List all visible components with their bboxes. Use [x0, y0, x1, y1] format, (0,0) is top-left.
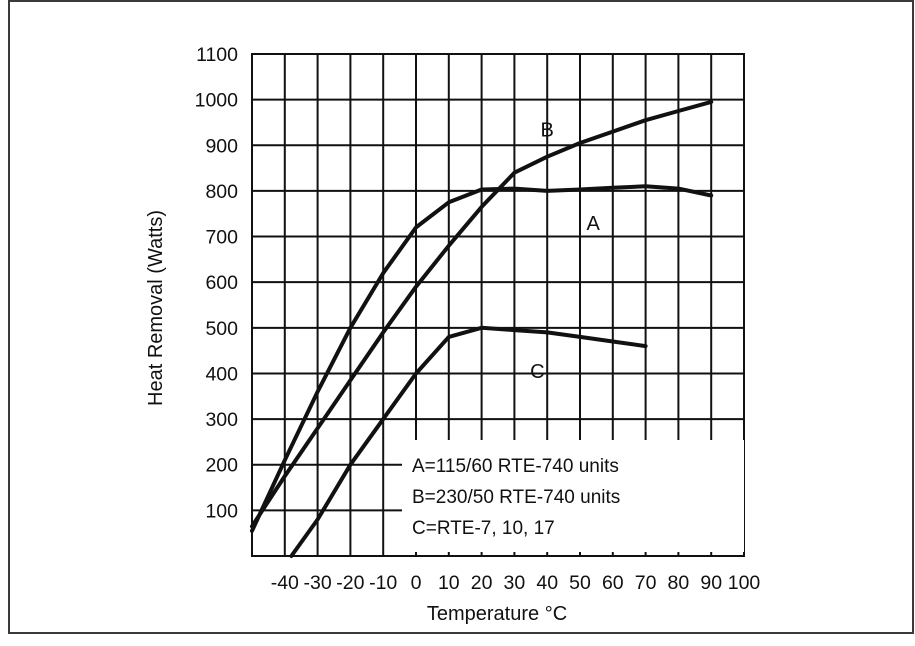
legend-entry-c: C=RTE-7, 10, 17: [412, 518, 555, 539]
x-tick-label-10: 60: [602, 572, 624, 594]
plot-area-border: [251, 53, 745, 557]
series-line-c: [289, 325, 648, 558]
x-tick-label-3: -10: [369, 572, 397, 594]
x-tick-label-2: -20: [336, 572, 364, 594]
x-tick-label-7: 30: [504, 572, 526, 594]
y-tick-label-1: 200: [205, 455, 238, 477]
y-tick-label-5: 600: [205, 272, 238, 294]
x-tick-label-9: 50: [569, 572, 591, 594]
series-line-a: [250, 184, 714, 533]
series-label-a: A: [586, 213, 600, 235]
series-line-b: [250, 99, 714, 529]
x-tick-label-14: 100: [728, 572, 761, 594]
series-lines: [250, 99, 714, 558]
series-label-b: B: [541, 119, 554, 141]
y-tick-label-8: 900: [205, 135, 238, 157]
y-tick-labels: 100 200 300 400 500 600 700 800 900 1000 1100: [195, 44, 239, 522]
x-tick-label-1: -30: [304, 572, 332, 594]
legend-box: [402, 440, 744, 552]
y-tick-label-2: 300: [205, 409, 238, 431]
y-tick-label-7: 800: [205, 181, 238, 203]
y-tick-label-3: 400: [205, 363, 238, 385]
x-tick-label-12: 80: [668, 572, 690, 594]
y-tick-label-9: 1000: [195, 90, 239, 112]
y-tick-label-0: 100: [205, 500, 238, 522]
x-tick-label-8: 40: [536, 572, 558, 594]
x-tick-label-5: 10: [438, 572, 460, 594]
legend-entry-b: B=230/50 RTE-740 units: [412, 487, 620, 508]
y-tick-label-10: 1100: [196, 44, 238, 66]
y-tick-label-4: 500: [205, 318, 238, 340]
figure-frame: [8, 0, 914, 634]
y-tick-label-6: 700: [205, 227, 238, 249]
legend-entry-a: A=115/60 RTE-740 units: [412, 456, 619, 477]
plot-border: [251, 53, 745, 557]
y-axis-title: Heat Removal (Watts): [145, 210, 167, 406]
x-tick-label-4: 0: [411, 572, 422, 594]
series-labels: A B C: [530, 119, 600, 383]
series-label-c: C: [530, 361, 544, 383]
x-tick-labels: -40 -30 -20 -10 0 10 20 30 40 50 60 70 80 90 100: [271, 572, 761, 594]
x-tick-label-6: 20: [471, 572, 493, 594]
x-axis-title: Temperature °C: [427, 603, 567, 625]
x-tick-label-13: 90: [700, 572, 722, 594]
x-tick-label-0: -40: [271, 572, 299, 594]
x-tick-label-11: 70: [635, 572, 657, 594]
